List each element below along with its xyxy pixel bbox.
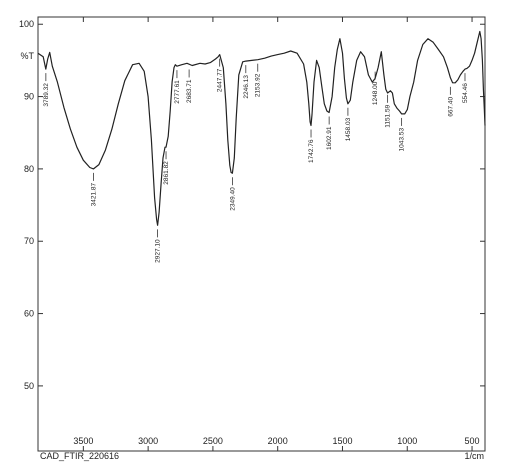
peak-label: 1458.03: [345, 117, 352, 141]
peak-labels: 3789.32 3421.87 2927.10 2861.82 2777.61 2683.…: [43, 58, 469, 263]
peak-label: 1742.76: [308, 139, 315, 163]
peak-label: 2861.82: [163, 161, 170, 185]
peak-label: 1248.00: [372, 81, 379, 105]
y-tick-label: 60: [24, 309, 34, 319]
peak-label: 1043.53: [399, 128, 406, 152]
x-tick-label: 3000: [138, 436, 158, 446]
spectrum-series: [37, 30, 486, 226]
peak-label: 2683.71: [186, 79, 193, 103]
y-tick-label: 50: [24, 381, 34, 391]
spectrum-line-1: [37, 30, 486, 226]
peak-label: 2246.13: [243, 75, 250, 99]
peak-label: 1602.91: [326, 126, 333, 150]
peak-label: 2927.10: [155, 239, 162, 263]
peak-label: 3421.87: [90, 183, 97, 207]
plot-frame: [37, 16, 486, 452]
peak-label: 667.40: [447, 96, 454, 116]
peak-label: 2447.77: [217, 68, 224, 92]
peak-label: 3789.32: [43, 83, 50, 107]
x-tick-label: 1500: [332, 436, 352, 446]
sample-label: CAD_FTIR_220616: [40, 451, 119, 461]
y-tick-label: 70: [24, 236, 34, 246]
x-tick-label: 2500: [203, 436, 223, 446]
y-tick-label: 100: [19, 19, 34, 29]
tick-labels: 3500 3000 2500 2000 1500 1000 500 100 90 80 70 60 50…: [19, 19, 480, 446]
x-tick-label: 2000: [268, 436, 288, 446]
x-unit-label: 1/cm: [464, 451, 484, 461]
x-tick-label: 3500: [73, 436, 93, 446]
peak-label: 1151.59: [385, 104, 392, 127]
x-tick-label: 500: [465, 436, 480, 446]
peak-label: 2777.61: [174, 80, 181, 104]
y-tick-label: 80: [24, 164, 34, 174]
x-tick-label: 1000: [397, 436, 417, 446]
y-tick-label: 90: [24, 92, 34, 102]
peak-label: 2153.92: [255, 73, 262, 97]
axes: [37, 16, 486, 452]
peak-label: 554.46: [462, 83, 469, 103]
y-axis-label: %T: [21, 51, 35, 61]
peak-label: 2349.40: [229, 187, 236, 211]
